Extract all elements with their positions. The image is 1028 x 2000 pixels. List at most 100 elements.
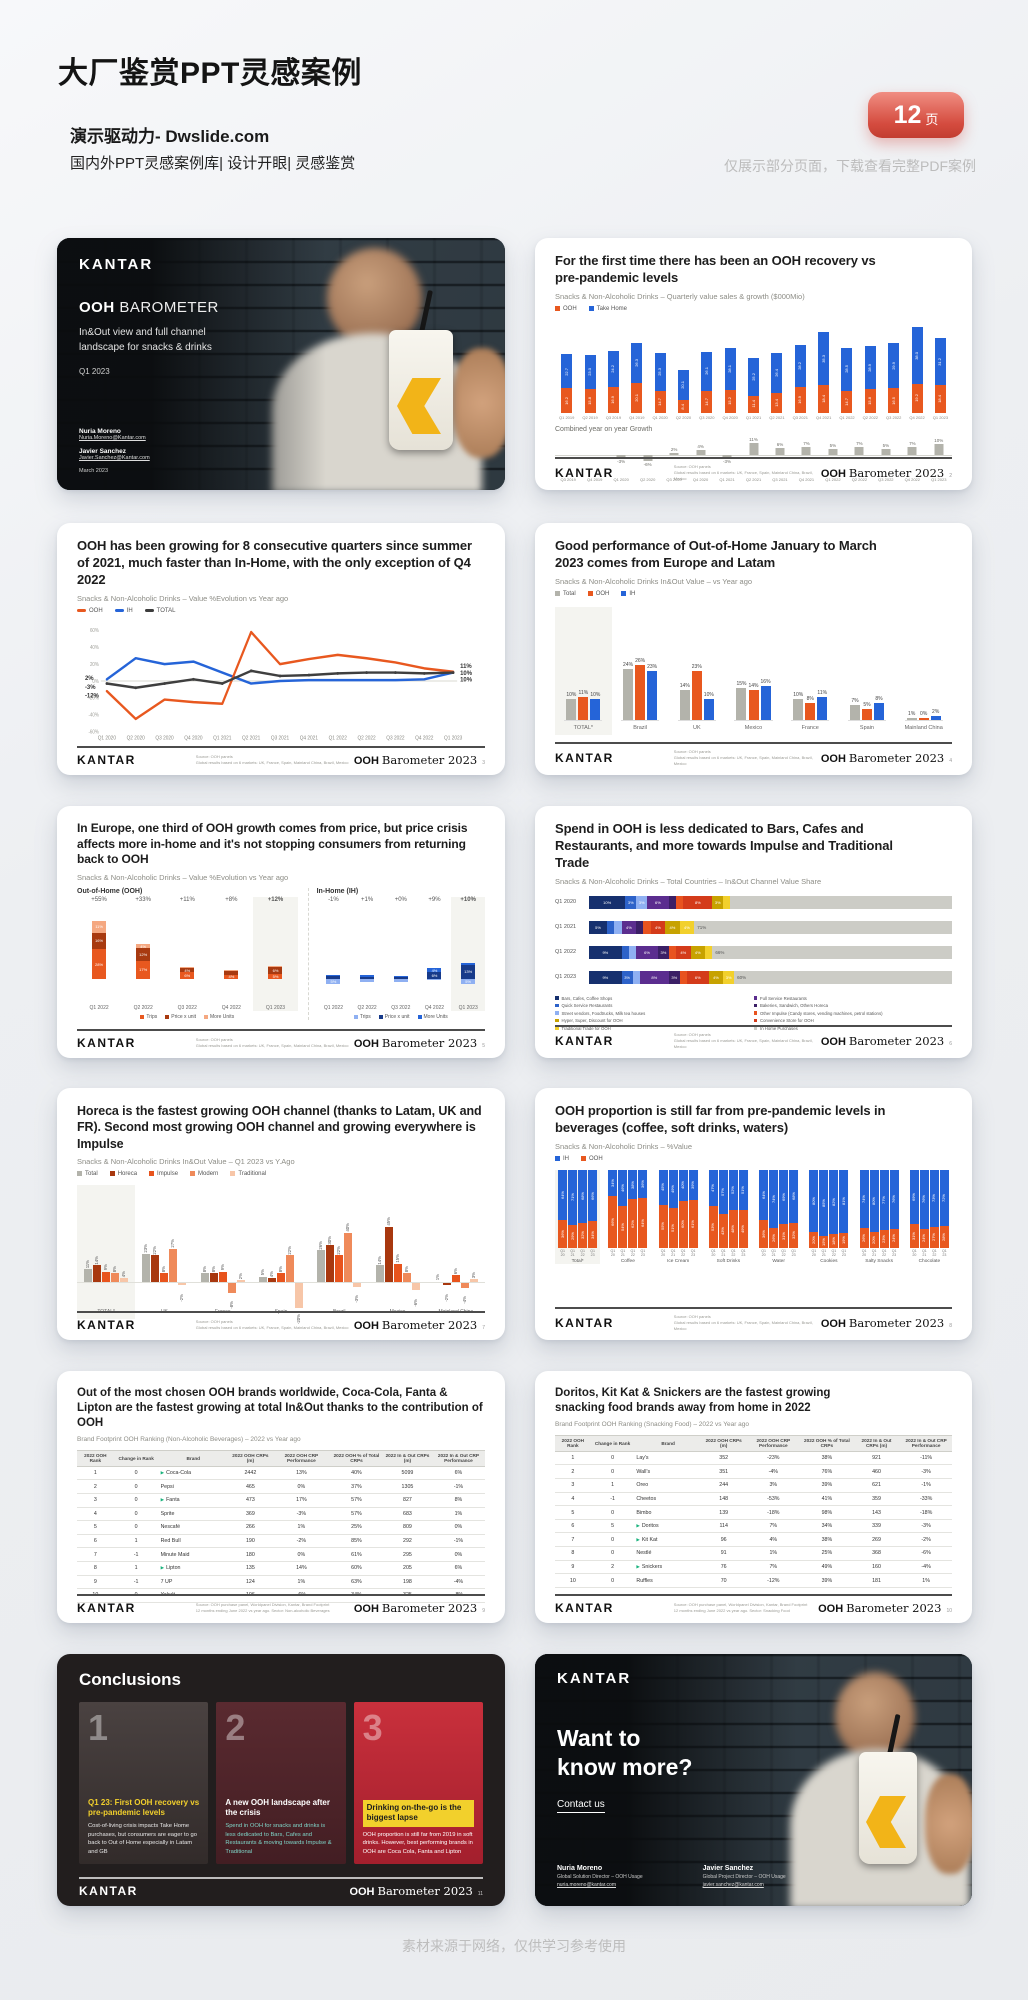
ih-segment: 49%: [668, 1169, 678, 1208]
bar-segment: 4%: [427, 968, 442, 973]
bar-column: 73% 27% Q1 22: [929, 1169, 939, 1258]
slide-12-contact[interactable]: KANTAR Want to know more? Contact us Nuri…: [535, 1654, 972, 1906]
bar-value: 48%: [730, 1225, 736, 1234]
contact-us-link[interactable]: Contact us: [557, 1799, 605, 1813]
bar-slot: 22%: [285, 1185, 294, 1309]
bar: [442, 1282, 451, 1286]
growth-arrow-icon: ▶: [636, 1563, 640, 1569]
brand-cell: ▶ Kit Kat: [636, 1536, 658, 1543]
column-header: 2022 OOH Rank: [84, 1452, 107, 1464]
group-label: Coffee: [620, 1259, 635, 1265]
slide-1-cover[interactable]: KANTAR OOH BAROMETER In&Out view and ful…: [57, 238, 505, 490]
value-cell: -18%: [767, 1509, 780, 1516]
x-axis-label: Q1 2023: [931, 476, 947, 482]
bar-value: 28.5: [843, 365, 849, 374]
source-disclaimer: 素材来源于网络，仅供学习参考使用: [402, 1938, 626, 1954]
contact-email[interactable]: nuria.moreno@kantar.com: [557, 1882, 616, 1888]
slide-2-ooh-recovery-chart[interactable]: For the first time there has been an OOH…: [535, 238, 972, 490]
bar-value: 2%: [932, 708, 940, 715]
x-axis-label: Brazil: [633, 724, 647, 731]
bar-slot: -8%: [227, 1185, 236, 1309]
bar-value: 18.4: [937, 395, 943, 403]
bar-segment: 5%: [268, 973, 283, 979]
chart-element: 28.2 16.9: [794, 345, 806, 413]
bar: [200, 1272, 209, 1283]
growth-bar: [907, 447, 917, 455]
bar-value: 29%: [569, 1232, 575, 1241]
bar-column: 76% 24% Q1 23: [889, 1169, 899, 1258]
value-cell: 351: [719, 1468, 729, 1475]
ooh-segment: 61%: [688, 1200, 698, 1248]
bar: [151, 1255, 160, 1283]
slide-8-ooh-proportion-chart[interactable]: OOH proportion is still far from pre-pan…: [535, 1088, 972, 1340]
growth-column: -3% Q1 2021: [714, 435, 740, 482]
slide-9-beverage-brand-table[interactable]: Out of the most chosen OOH brands worldw…: [57, 1371, 505, 1623]
bar-value: 23%: [881, 1234, 887, 1243]
change-cell: 0: [611, 1577, 615, 1584]
barometer-brand: OOH Barometer 2023 2: [820, 466, 952, 480]
brand-cell: ▶ Lipton: [160, 1565, 181, 1572]
bar-value: 46%: [619, 1183, 625, 1192]
ooh-segment: 53%: [708, 1206, 718, 1248]
bar: [142, 1254, 151, 1283]
bar-value: 15.8: [587, 397, 593, 405]
total-label: +12%: [267, 896, 284, 903]
contact-email[interactable]: Javier.Sanchez@Kantar.com: [79, 455, 150, 461]
value-cell: 180: [245, 1551, 255, 1558]
bar-group: 80% 20% Q1 20 85% 15% Q1 21 82% 18% Q1 22 81% 19% Q…: [806, 1169, 851, 1264]
slide-10-snacking-brand-table[interactable]: Doritos, Kit Kat & Snickers are the fast…: [535, 1371, 972, 1623]
value-cell: 269: [872, 1536, 881, 1543]
x-axis-label: TOTAL*: [573, 724, 594, 731]
ih-segment: 80%: [809, 1169, 819, 1233]
in-home-segment: [730, 895, 952, 909]
ih-segment: 64%: [759, 1169, 769, 1220]
bar-column: 24.2 16.9 Q3 2019: [602, 320, 625, 420]
bar-value: 45%: [660, 1183, 666, 1192]
bar-value: 54%: [619, 1222, 625, 1231]
stacked-bar: 9% 3% 8% 3% 6% 4% 3% 60%: [589, 970, 952, 984]
ranking-table: 2022 OOH Rank Change in Rank Brand 2022 OOH…: [77, 1449, 485, 1603]
slide-11-conclusions[interactable]: Conclusions 1 Q1 23: First OOH recovery v…: [57, 1654, 505, 1906]
stacked-bar-chart: 22.7 16.2 Q1 2019 23.0 15.8 Q2 2019 24.2 16.9 Q3…: [555, 320, 952, 420]
slide-6-channel-share-chart[interactable]: Spend in OOH is less dedicated to Bars, …: [535, 806, 972, 1058]
legend-swatch: [555, 1003, 559, 1008]
slide-3-growth-line-chart[interactable]: OOH has been growing for 8 consecutive q…: [57, 523, 505, 775]
slide-7-channel-growth-chart[interactable]: Horeca is the fastest growing OOH channe…: [57, 1088, 505, 1340]
bar-segment: [326, 975, 341, 979]
slide-5-price-decomposition-chart[interactable]: In Europe, one third of OOH growth comes…: [57, 806, 505, 1058]
chart-element: 47% 53%: [708, 1169, 718, 1248]
contact-email[interactable]: javier.sanchez@kantar.com: [702, 1882, 764, 1888]
ooh-bar: 18.4: [818, 385, 830, 413]
legend-item: OOH: [581, 1156, 603, 1162]
bar-group: 47% 53% Q1 20 57% 43% Q1 21 52% 48% Q1 22 51% 49% Q…: [706, 1169, 751, 1264]
bar-column: 47% 53% Q1 20: [708, 1169, 718, 1258]
stacked-bars: -1% 5% Q1 2022 +1% Q2 2022 +0% Q3 2022 +9% 6% 4% Q…: [317, 896, 485, 1011]
bar-value: 45%: [385, 1216, 391, 1226]
chart-element: 64% 36% Q1 20 74% 26% Q1 21 69% 31% Q1 22 68% 32% Q…: [759, 1169, 799, 1258]
slide-4-regions-bar-chart[interactable]: Good performance of Out-of-Home January …: [535, 523, 972, 775]
chart-element: 74% 26%: [769, 1169, 779, 1248]
svg-text:Q4 2022: Q4 2022: [415, 735, 433, 741]
ooh-segment: 66%: [608, 1196, 618, 1248]
chart-element: 5% 4% 8% 22% -20%: [252, 1185, 310, 1324]
svg-text:11%: 11%: [460, 662, 472, 669]
bar-value: 8%: [403, 1265, 409, 1272]
bar-value: 76%: [921, 1195, 927, 1204]
legend-item: Convenience Store for OOH: [753, 1018, 953, 1023]
growth-column: 5% Q1 2022: [820, 435, 846, 482]
bar-group: 7% 5% 8% Spain: [839, 607, 896, 735]
bar-slot: -6%: [411, 1185, 420, 1309]
growth-arrow-icon: ▶: [160, 1470, 165, 1476]
value-cell: 39%: [821, 1482, 833, 1489]
value-cell: -3%: [921, 1468, 931, 1475]
kantar-logo: KANTAR: [77, 1036, 136, 1050]
bar-value: 18%: [830, 1236, 836, 1245]
ooh-segment: 43%: [718, 1214, 728, 1248]
x-axis-label: Q1 22: [781, 1248, 787, 1258]
contact-email[interactable]: Nuria.Moreno@Kantar.com: [79, 435, 146, 441]
bar-group: 5%4%8%22%-20%Spain: [252, 1185, 310, 1324]
chart-element: 10% 11% 10%: [564, 690, 603, 721]
bar-value: 8%: [161, 1265, 167, 1272]
change-cell: -1: [133, 1578, 139, 1585]
